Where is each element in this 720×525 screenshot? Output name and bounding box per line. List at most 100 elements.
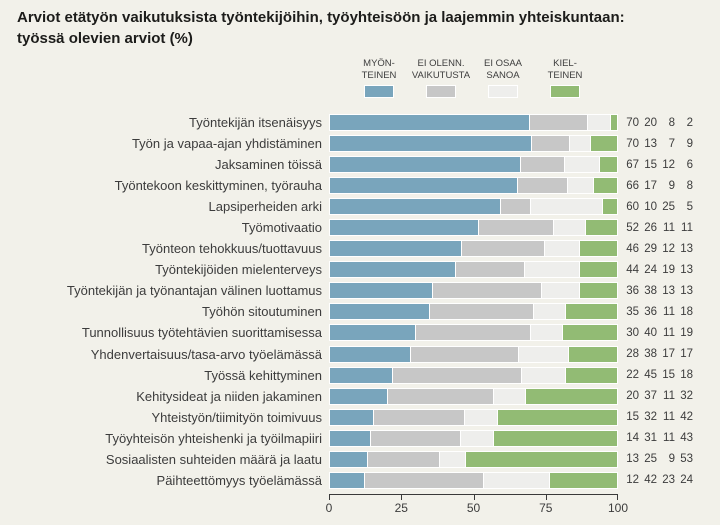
value-label: 8 [686, 179, 693, 192]
category-label: Sosiaalisten suhteiden määrä ja laatu [105, 451, 322, 467]
bar-segment-ei-olenn-vaikutusta [461, 241, 544, 257]
bar-segment-ei-olenn-vaikutusta [521, 157, 564, 173]
bar-segment-ei-olenn-vaikutusta [478, 220, 553, 236]
value-label: 11 [663, 305, 675, 318]
value-label: 6 [686, 158, 693, 171]
bar-segment-myonteinen [330, 199, 501, 215]
bar-segment-myonteinen [330, 367, 393, 383]
chart-row: Sosiaalisten suhteiden määrä ja laatu 13 2… [0, 449, 720, 470]
value-label: 15 [644, 158, 657, 171]
legend-item-kielteinen: KIEL- TEINEN [534, 58, 596, 98]
value-label: 17 [662, 348, 675, 361]
chart-row: Työntekijöiden mielenterveys 44 24 19 13 [0, 259, 720, 280]
value-label: 14 [626, 432, 639, 445]
chart-row: Työn ja vapaa-ajan yhdistäminen 70 13 7 9 [0, 133, 720, 154]
chart-title-line1: Arviot etätyön vaikutuksista työntekijöi… [17, 9, 625, 26]
category-label: Lapsiperheiden arki [208, 199, 322, 215]
value-label: 32 [644, 411, 657, 424]
bar-segment-kielteinen [580, 241, 617, 257]
value-label: 24 [644, 263, 657, 276]
stacked-bar [329, 366, 618, 384]
axis-tick-label: 100 [607, 501, 629, 515]
category-label: Tunnollisuus työtehtävien suorittamisess… [81, 325, 322, 341]
bar-segment-myonteinen [330, 157, 521, 173]
value-labels: 70 20 8 2 [624, 117, 693, 129]
bar-segment-ei-olenn-vaikutusta [393, 367, 522, 383]
value-label: 20 [626, 390, 639, 403]
value-label: 35 [626, 305, 639, 318]
chart-row: Työhön sitoutuminen 35 36 11 18 [0, 301, 720, 322]
legend-swatch-blue [364, 85, 394, 98]
category-label: Yhdenvertaisuus/tasa-arvo työelämässä [90, 346, 322, 362]
bar-segment-ei-olenn-vaikutusta [387, 388, 493, 404]
value-label: 12 [662, 158, 675, 171]
chart-row: Tunnollisuus työtehtävien suorittamisess… [0, 322, 720, 343]
value-label: 40 [644, 326, 657, 339]
axis-tick [401, 495, 403, 500]
category-label: Työntekijän itsenäisyys [189, 115, 322, 131]
bar-segment-ei-osaa-sanoa [553, 220, 585, 236]
bar-segment-myonteinen [330, 283, 433, 299]
legend-item-ei-osaa-sanoa: EI OSAA SANOA [472, 58, 534, 98]
bar-segment-ei-olenn-vaikutusta [455, 262, 525, 278]
bar-segment-myonteinen [330, 430, 371, 446]
value-label: 11 [663, 326, 675, 339]
legend-item-myonteinen: MYÖN- TEINEN [348, 58, 410, 98]
category-label: Työhön sitoutuminen [202, 304, 322, 320]
bar-segment-myonteinen [330, 304, 430, 320]
value-label: 5 [686, 200, 693, 213]
axis-tick [545, 495, 547, 500]
bar-segment-ei-osaa-sanoa [439, 451, 466, 467]
value-label: 26 [644, 221, 657, 234]
bar-segment-ei-olenn-vaikutusta [410, 346, 519, 362]
value-label: 38 [644, 284, 657, 297]
stacked-bar [329, 135, 618, 153]
chart-row: Kehitysideat ja niiden jakaminen 20 37 11 32 [0, 386, 720, 407]
bar-segment-ei-olenn-vaikutusta [433, 283, 542, 299]
value-label: 13 [644, 137, 657, 150]
value-label: 22 [626, 369, 639, 382]
chart-row: Työntekijän itsenäisyys 70 20 8 2 [0, 112, 720, 133]
value-label: 42 [680, 411, 693, 424]
value-label: 15 [626, 411, 639, 424]
bar-segment-ei-osaa-sanoa [587, 115, 611, 131]
value-label: 24 [680, 474, 693, 487]
bar-segment-ei-osaa-sanoa [493, 388, 526, 404]
bar-segment-ei-olenn-vaikutusta [518, 178, 567, 194]
legend-swatch-green [550, 85, 580, 98]
stacked-bar [329, 198, 618, 216]
chart-row: Työssä kehittyminen 22 45 15 18 [0, 365, 720, 386]
value-label: 23 [662, 474, 675, 487]
value-label: 67 [626, 158, 639, 171]
category-label: Työntekijöiden mielenterveys [155, 262, 322, 278]
stacked-bar [329, 450, 618, 468]
chart-row: Työntekijän ja työnantajan välinen luott… [0, 280, 720, 301]
category-label: Työntekijän ja työnantajan välinen luott… [66, 283, 322, 299]
bar-segment-myonteinen [330, 472, 364, 488]
value-labels: 35 36 11 18 [624, 306, 693, 318]
bar-segment-ei-osaa-sanoa [545, 241, 580, 257]
stacked-bar [329, 345, 618, 363]
value-label: 11 [681, 221, 693, 234]
stacked-bar [329, 114, 618, 132]
value-labels: 66 17 9 8 [624, 180, 693, 192]
bar-segment-kielteinen [594, 178, 617, 194]
stacked-bar [329, 156, 618, 174]
bar-segment-ei-osaa-sanoa [483, 472, 549, 488]
value-label: 20 [644, 116, 657, 129]
value-label: 31 [644, 432, 657, 445]
value-label: 46 [626, 242, 639, 255]
bar-segment-kielteinen [568, 346, 617, 362]
value-label: 12 [662, 242, 675, 255]
value-label: 8 [668, 116, 675, 129]
value-labels: 12 42 23 24 [624, 474, 693, 486]
axis-tick [329, 495, 330, 500]
category-label: Työnteon tehokkuus/tuottavuus [142, 241, 322, 257]
chart-row: Työmotivaatio 52 26 11 11 [0, 217, 720, 238]
value-label: 25 [644, 453, 657, 466]
legend-label: MYÖN- TEINEN [361, 58, 397, 81]
chart-row: Yhdenvertaisuus/tasa-arvo työelämässä 28 3… [0, 344, 720, 365]
value-label: 13 [680, 242, 693, 255]
value-label: 32 [680, 390, 693, 403]
value-label: 9 [668, 453, 675, 466]
